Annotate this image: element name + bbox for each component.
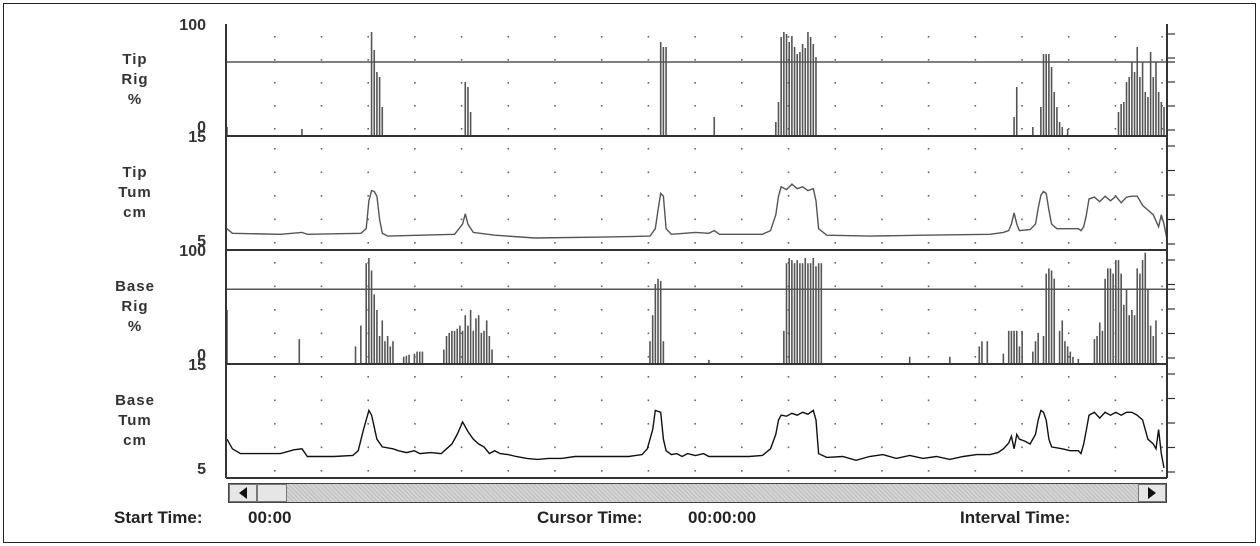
y-tick-label: 5: [197, 233, 206, 250]
channel-label-line: Rig: [121, 298, 149, 315]
channel-label-line: %: [127, 91, 143, 108]
time-scrollbar[interactable]: [228, 483, 1167, 503]
y-tick-label: 0: [197, 347, 206, 364]
channel-label-line: %: [127, 318, 143, 335]
channel-label: Tip Rig%: [105, 50, 165, 110]
start-time-label: Start Time:: [114, 508, 203, 527]
channel-label-line: Tum: [118, 184, 152, 201]
left-arrow-icon: [239, 487, 247, 499]
channel-label: Base Rig%: [105, 277, 165, 337]
channel-label: Base Tum cm: [105, 391, 165, 451]
y-tick-label: 0: [197, 119, 206, 136]
grid-dots: [274, 262, 1163, 358]
channel-label-line: Base: [115, 278, 155, 295]
channel-label-line: Tip: [122, 51, 148, 68]
scroll-left-button[interactable]: [229, 484, 257, 502]
channel-label: Tip Tum cm: [105, 163, 165, 223]
scroll-right-button[interactable]: [1138, 484, 1166, 502]
interval-time-label: Interval Time:: [960, 508, 1071, 527]
scroll-thumb[interactable]: [257, 484, 287, 502]
y-tick-label: 15: [188, 129, 206, 146]
data-line: [226, 408, 1165, 469]
grid-dots: [274, 376, 1163, 472]
y-tick-label: 5: [197, 461, 206, 478]
channel-label-line: cm: [123, 432, 147, 449]
cursor-time-value: 00:00:00: [688, 508, 757, 527]
start-time-value: 00:00: [248, 508, 292, 527]
grid-dots: [274, 36, 1163, 130]
channel-label-line: Base: [115, 392, 155, 409]
channel-label-line: cm: [123, 204, 147, 221]
data-line: [226, 183, 1168, 239]
channel-label-line: Tip: [122, 164, 148, 181]
strip-chart-window: [3, 3, 1256, 543]
channel-label-line: Rig: [121, 71, 149, 88]
y-tick-label: 15: [188, 357, 206, 374]
channel-label-line: Tum: [118, 412, 152, 429]
y-tick-label: 100: [179, 243, 206, 260]
y-tick-label: 100: [179, 17, 206, 34]
cursor-time-label: Cursor Time:: [537, 508, 643, 527]
right-arrow-icon: [1148, 487, 1156, 499]
